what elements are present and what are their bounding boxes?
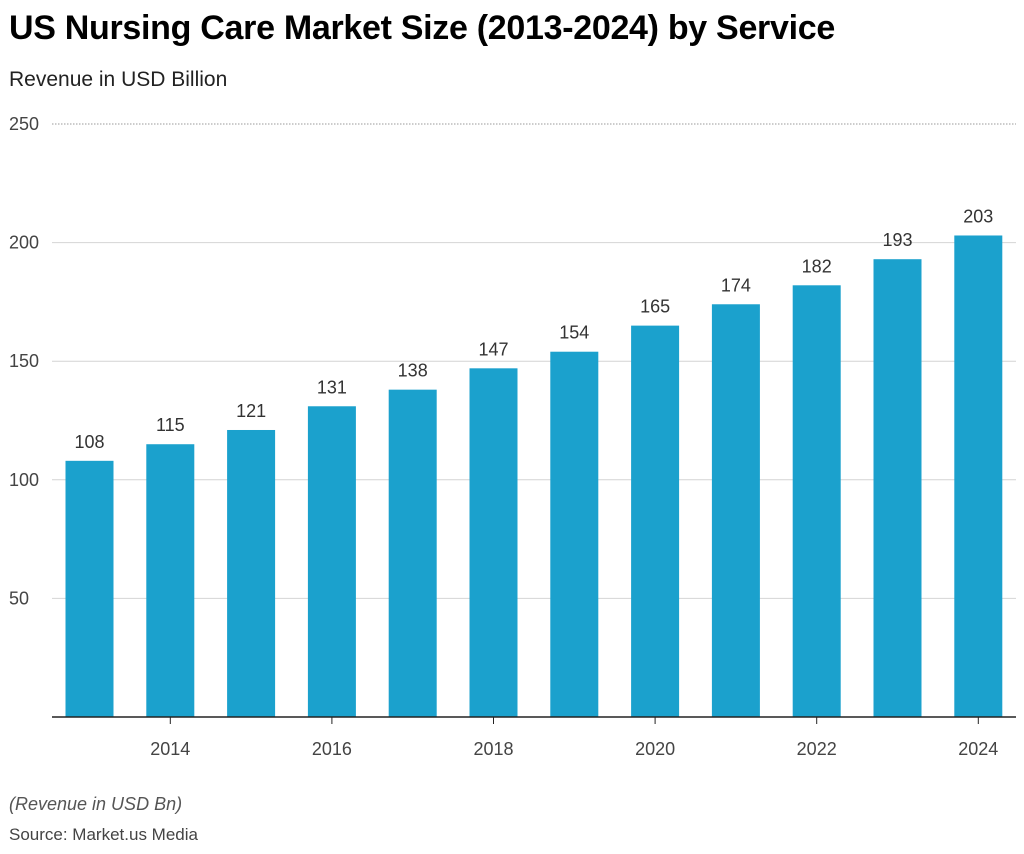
x-tick-label-2018: 2018 xyxy=(473,739,513,759)
chart-source: Source: Market.us Media xyxy=(9,825,198,844)
chart-subtitle: Revenue in USD Billion xyxy=(9,68,228,91)
x-tick-label-2022: 2022 xyxy=(797,739,837,759)
y-tick-label-150: 150 xyxy=(9,351,39,371)
bar-2015 xyxy=(227,429,276,717)
data-label-2016: 131 xyxy=(317,377,347,397)
x-axis-ticks: 2014 2016 2018 2020 2022 2024 xyxy=(150,717,998,759)
y-tick-label-50: 50 xyxy=(9,588,29,608)
data-labels: 108 115 121 131 138 147 154 165 174 182 193 203 xyxy=(74,206,993,451)
data-label-2024: 203 xyxy=(963,206,993,226)
bar-2022 xyxy=(792,285,841,717)
data-label-2013: 108 xyxy=(74,432,104,452)
data-label-2020: 165 xyxy=(640,297,670,317)
data-label-2014: 115 xyxy=(156,415,185,435)
x-tick-label-2020: 2020 xyxy=(635,739,675,759)
chart-title: US Nursing Care Market Size (2013-2024) … xyxy=(9,9,835,47)
y-tick-label-250: 250 xyxy=(9,114,39,134)
grid-lines xyxy=(52,123,1016,599)
data-label-2022: 182 xyxy=(802,256,832,276)
bar-2023 xyxy=(873,259,922,717)
bar-2017 xyxy=(388,389,437,717)
bar-2018 xyxy=(469,368,518,717)
x-tick-label-2014: 2014 xyxy=(150,739,190,759)
bar-2014 xyxy=(146,444,195,717)
bar-2020 xyxy=(631,325,680,717)
data-label-2023: 193 xyxy=(882,230,912,250)
bar-2021 xyxy=(711,304,760,717)
data-label-2018: 147 xyxy=(478,339,508,359)
y-tick-label-200: 200 xyxy=(9,233,39,253)
x-tick-label-2024: 2024 xyxy=(958,739,998,759)
bar-2024 xyxy=(954,235,1003,717)
bar-2019 xyxy=(550,351,599,717)
bars xyxy=(65,235,1003,717)
data-label-2015: 121 xyxy=(236,401,266,421)
y-tick-label-100: 100 xyxy=(9,470,39,490)
bar-2016 xyxy=(307,406,356,717)
y-axis-ticks: 50 100 150 200 250 xyxy=(9,114,39,608)
chart-note: (Revenue in USD Bn) xyxy=(9,794,183,814)
bar-2013 xyxy=(65,460,114,717)
data-label-2019: 154 xyxy=(559,323,589,343)
data-label-2021: 174 xyxy=(721,275,751,295)
x-tick-label-2016: 2016 xyxy=(312,739,352,759)
data-label-2017: 138 xyxy=(398,361,428,381)
